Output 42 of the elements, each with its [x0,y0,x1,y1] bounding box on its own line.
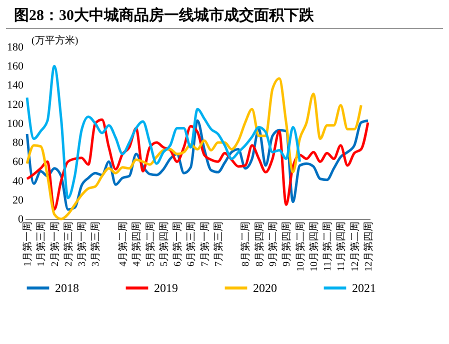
y-tick-label: 40 [12,175,24,188]
x-tick-label: 5月第四周 [158,222,170,266]
x-tick-label: 12月第二周 [348,222,361,272]
x-tick-label: 8月第二周 [240,222,252,266]
y-axis-title: (万平方米) [32,34,78,46]
x-tick-label: 4月第二周 [117,222,129,266]
line-series [26,77,362,220]
legend-label: 2021 [352,281,376,295]
legend-label: 2019 [154,281,178,295]
chart-title: 图28：30大中城商品房一线城市成交面积下跌 [6,0,443,29]
y-tick-label: 120 [7,98,24,111]
x-tick-label: 9月第四周 [280,222,293,266]
x-tick-label: 7月第一周 [198,222,211,266]
y-tick-label: 60 [12,156,24,168]
x-tick-label: 2月第三周 [62,222,74,266]
y-tick-label: 160 [7,60,24,73]
x-tick-label: 1月第三周 [35,222,48,266]
y-tick-label: 20 [12,194,24,206]
x-tick-label: 3月第一周 [76,222,88,266]
x-tick-label: 6月第一周 [172,222,184,266]
y-tick-label: 100 [7,118,24,130]
y-tick-label: 80 [12,137,24,150]
x-tick-label: 10月第二周 [294,222,306,272]
line-series [26,64,302,200]
legend-label: 2018 [55,281,79,295]
x-tick-label: 5月第二周 [144,222,156,266]
x-tick-label: 12月第四周 [362,222,374,272]
x-tick-label: 11月第四周 [335,222,348,272]
y-tick-label: 180 [7,42,24,54]
legend-label: 2020 [253,281,277,295]
x-tick-label: 11月第二周 [322,222,334,272]
x-tick-label: 10月第四周 [308,222,320,272]
x-tick-label: 7月第三周 [212,222,224,266]
x-tick-label: 8月第四周 [253,222,266,266]
x-tick-label: 1月第一周 [22,222,34,266]
y-tick-label: 0 [18,214,24,226]
y-tick-label: 140 [7,80,24,92]
x-tick-label: 9月第二周 [267,222,279,266]
x-tick-label: 2月第一周 [48,222,61,266]
x-tick-label: 6月第三周 [185,222,198,266]
x-tick-label: 3月第三周 [90,222,102,266]
x-tick-label: 4月第四周 [130,222,143,266]
